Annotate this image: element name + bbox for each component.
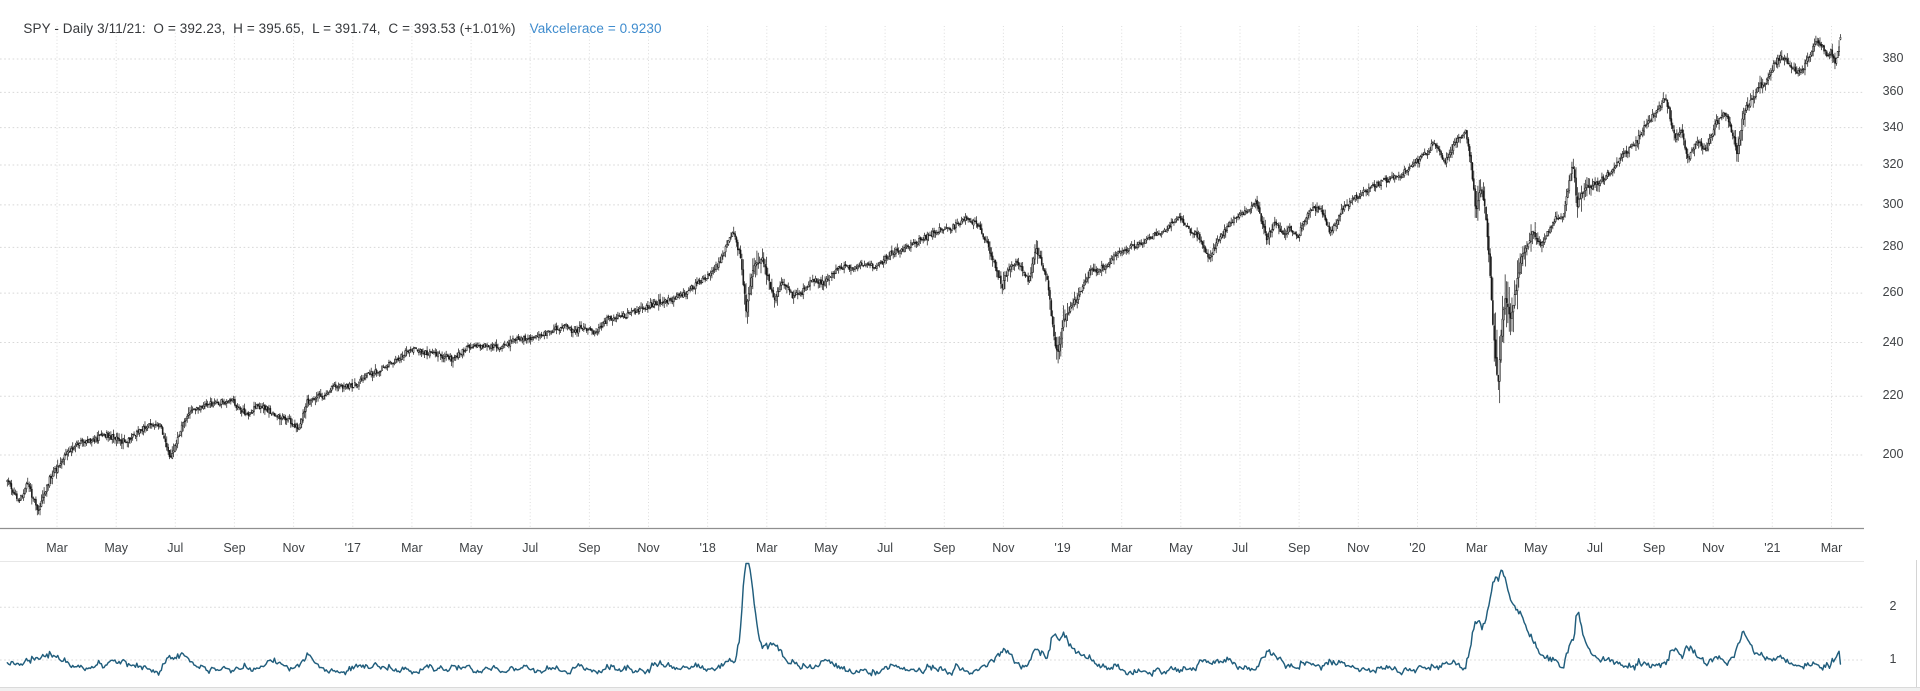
x-axis-label: Nov (637, 541, 660, 555)
x-axis-label: Sep (1642, 541, 1666, 555)
x-axis-label: May (814, 541, 838, 555)
indicator-title: Vakcelerace = 0.9230 (529, 21, 662, 36)
x-axis-label: Sep (578, 541, 601, 555)
grid-horizontal-indicator-lines (0, 606, 1864, 661)
x-axis-label: May (1523, 541, 1548, 555)
price-axis-label: 300 (1882, 196, 1904, 211)
price-axis-label: 220 (1882, 388, 1904, 403)
symbol-ohlc-title: SPY - Daily 3/11/21: O = 392.23, H = 395… (23, 21, 516, 36)
grid-horizontal-price-lines (0, 58, 1864, 456)
x-axis-label: Mar (1820, 541, 1843, 555)
x-axis-label: Nov (1347, 541, 1370, 555)
x-axis-label: '19 (1054, 541, 1071, 555)
x-axis-label: Mar (401, 541, 423, 555)
price-axis-label: 280 (1882, 239, 1904, 254)
price-axis-label: 360 (1882, 84, 1904, 99)
price-axis-label: 260 (1882, 285, 1904, 300)
price-axis-label: 340 (1882, 119, 1904, 134)
x-axis-label: Jul (1586, 541, 1603, 555)
x-axis-label: Jul (522, 541, 539, 555)
panel-dividers (0, 527, 1917, 691)
x-axis-label: '18 (699, 541, 716, 555)
indicator-axis-label: 2 (1889, 599, 1897, 614)
x-axis-label: '17 (344, 541, 361, 555)
x-axis-label: May (1169, 541, 1193, 555)
x-axis-label: Nov (282, 541, 305, 555)
chart-title-bar: SPY - Daily 3/11/21: O = 392.23, H = 395… (8, 6, 662, 51)
price-axis-label: 320 (1882, 157, 1904, 172)
x-axis-label: Sep (1288, 541, 1311, 555)
x-axis-label: Jul (1232, 541, 1248, 555)
x-axis-label: '20 (1409, 541, 1426, 555)
candlestick-series (6, 34, 1842, 516)
x-axis-label: Jul (877, 541, 894, 555)
x-axis-label: Nov (1702, 541, 1725, 555)
x-axis-label: Mar (1465, 541, 1488, 555)
price-axis-label: 240 (1882, 334, 1904, 349)
price-axis-label: 200 (1882, 447, 1904, 462)
bottom-edge-band (0, 687, 1920, 691)
x-axis-label: Mar (1110, 541, 1133, 555)
x-axis-label: Sep (933, 541, 956, 555)
x-axis-label: May (459, 541, 483, 555)
x-axis-label: '21 (1764, 541, 1781, 555)
indicator-line-series (6, 562, 1842, 677)
x-axis-label: Nov (992, 541, 1015, 555)
x-axis-label: May (104, 541, 128, 555)
x-axis-label: Sep (223, 541, 246, 555)
x-axis-label: Mar (46, 541, 68, 555)
indicator-axis-label: 1 (1889, 652, 1897, 666)
x-axis-label: Mar (756, 541, 778, 555)
price-axis-label: 380 (1882, 51, 1904, 65)
grid-vertical-lines (56, 26, 1832, 527)
x-axis-label: Jul (167, 541, 184, 555)
